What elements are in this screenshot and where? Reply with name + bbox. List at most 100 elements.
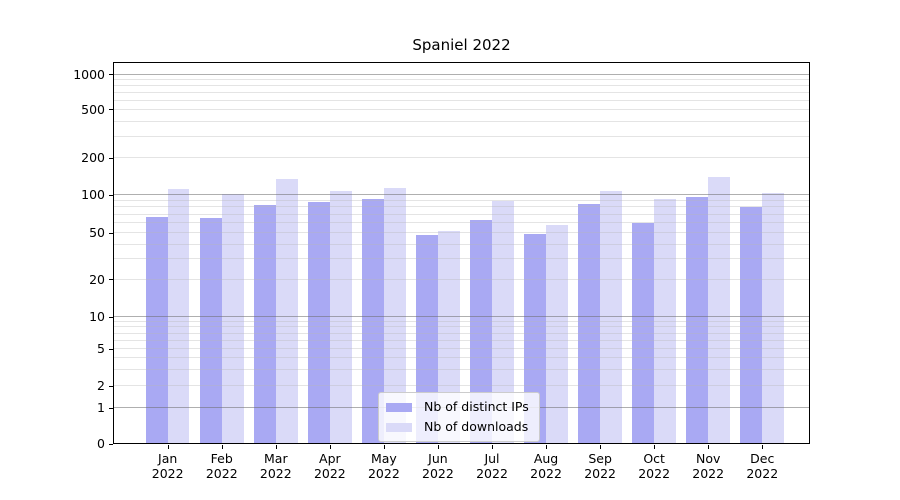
gridline-minor-900 [114,78,809,80]
bar-downloads-may [383,187,406,443]
month-label: Sep [588,450,612,466]
y-tick-mark-2 [108,385,113,387]
x-axis-tick-label-apr: Apr 2022 [314,451,346,482]
x-tick-mark-sep [600,444,602,449]
x-tick-mark-mar [275,444,277,449]
gridline-minor-70 [114,213,809,215]
bar-distinct-ips-jun [416,235,438,443]
bar-downloads-jun [437,231,460,443]
legend-swatch-downloads-icon [386,422,412,432]
x-axis-tick-label-oct: Oct 2022 [638,451,670,482]
bar-distinct-ips-oct [632,223,655,443]
gridline-minor-60 [114,222,809,224]
bar-distinct-ips-feb [199,217,222,443]
gridline-minor-5 [114,348,809,349]
year-label: 2022 [530,466,562,482]
year-label: 2022 [476,466,508,482]
gridline-minor-30 [114,258,809,260]
month-label: Apr [319,450,341,466]
year-label: 2022 [422,466,454,482]
bar-distinct-ips-dec [740,207,763,443]
gridline-minor-90 [114,199,809,201]
y-axis-tick-label-5: 5 [97,340,105,356]
y-tick-mark-5 [108,348,113,350]
bar-downloads-oct [654,198,676,443]
month-label: May [370,450,397,466]
gridline-major-10 [114,316,809,318]
x-tick-mark-feb [221,444,223,449]
month-label: Dec [750,450,775,466]
bar-distinct-ips-may [362,199,384,443]
bar-distinct-ips-aug [524,234,547,443]
x-axis-tick-label-may: May 2022 [368,451,400,482]
x-tick-mark-jan [167,444,169,449]
gridline-minor-200 [114,157,809,159]
legend-label-downloads: Nb of downloads [424,418,529,434]
bar-distinct-ips-apr [308,201,330,443]
month-label: Oct [643,450,665,466]
year-label: 2022 [205,466,238,482]
y-axis-tick-label-0: 0 [97,435,105,451]
legend-swatch-distinct-ips-icon [386,402,412,412]
legend: Nb of distinct IPs Nb of downloads [378,392,540,442]
bar-downloads-mar [275,179,298,443]
gridline-minor-3 [114,368,809,370]
y-tick-mark-1000 [108,74,113,75]
x-tick-mark-may [383,444,385,449]
y-axis-tick-label-500: 500 [81,101,105,117]
bar-downloads-jan [167,188,190,443]
bar-distinct-ips-mar [254,205,276,443]
month-label: Nov [695,450,721,466]
y-axis-tick-label-1: 1 [97,399,105,415]
x-axis-tick-label-jan: Jan 2022 [152,451,184,482]
gridline-minor-7 [114,332,809,334]
gridline-minor-700 [114,91,809,93]
y-tick-mark-500 [108,109,113,111]
y-tick-mark-100 [108,194,113,196]
y-tick-mark-200 [108,157,113,159]
bar-downloads-aug [546,225,568,443]
gridline-minor-800 [114,84,809,86]
x-tick-mark-apr [329,444,331,449]
y-tick-mark-1 [108,407,113,409]
month-label: Mar [264,450,288,466]
bar-distinct-ips-jan [145,216,168,443]
gridline-minor-40 [114,243,809,245]
month-label: Aug [533,450,559,466]
month-label: Jan [158,450,178,466]
y-axis-tick-label-50: 50 [89,224,105,240]
year-label: 2022 [746,466,779,482]
gridline-major-100 [114,194,809,196]
year-label: 2022 [313,466,346,482]
x-axis-tick-label-jun: Jun 2022 [422,451,454,482]
gridline-minor-2 [114,385,809,387]
year-label: 2022 [584,466,616,482]
gridline-minor-300 [114,135,809,137]
x-axis-tick-label-mar: Mar 2022 [260,451,292,482]
y-tick-mark-50 [108,232,113,234]
legend-row-downloads: Nb of downloads [386,419,529,435]
gridline-minor-80 [114,206,809,208]
plot-area: Nb of distinct IPs Nb of downloads [113,62,810,444]
x-tick-mark-nov [708,444,710,449]
x-axis-tick-label-aug: Aug 2022 [530,451,562,482]
x-tick-mark-jun [437,444,439,449]
chart-title: Spaniel 2022 [412,36,511,54]
legend-label-distinct-ips: Nb of distinct IPs [424,398,529,414]
bar-distinct-ips-jul [470,219,492,443]
x-tick-mark-jul [492,444,493,449]
bar-downloads-feb [221,193,244,443]
legend-row-distinct-ips: Nb of distinct IPs [386,399,529,415]
gridline-minor-9 [114,321,809,323]
month-label: Jun [428,450,448,466]
y-axis-tick-label-20: 20 [89,271,105,287]
x-axis-tick-label-feb: Feb 2022 [206,451,238,482]
year-label: 2022 [367,466,400,482]
x-axis-tick-label-nov: Nov 2022 [692,451,724,482]
x-tick-mark-dec [762,444,764,449]
y-tick-mark-10 [108,316,113,318]
gridline-minor-8 [114,326,809,328]
bar-downloads-dec [762,192,785,443]
gridline-minor-400 [114,120,809,122]
year-label: 2022 [638,466,671,482]
